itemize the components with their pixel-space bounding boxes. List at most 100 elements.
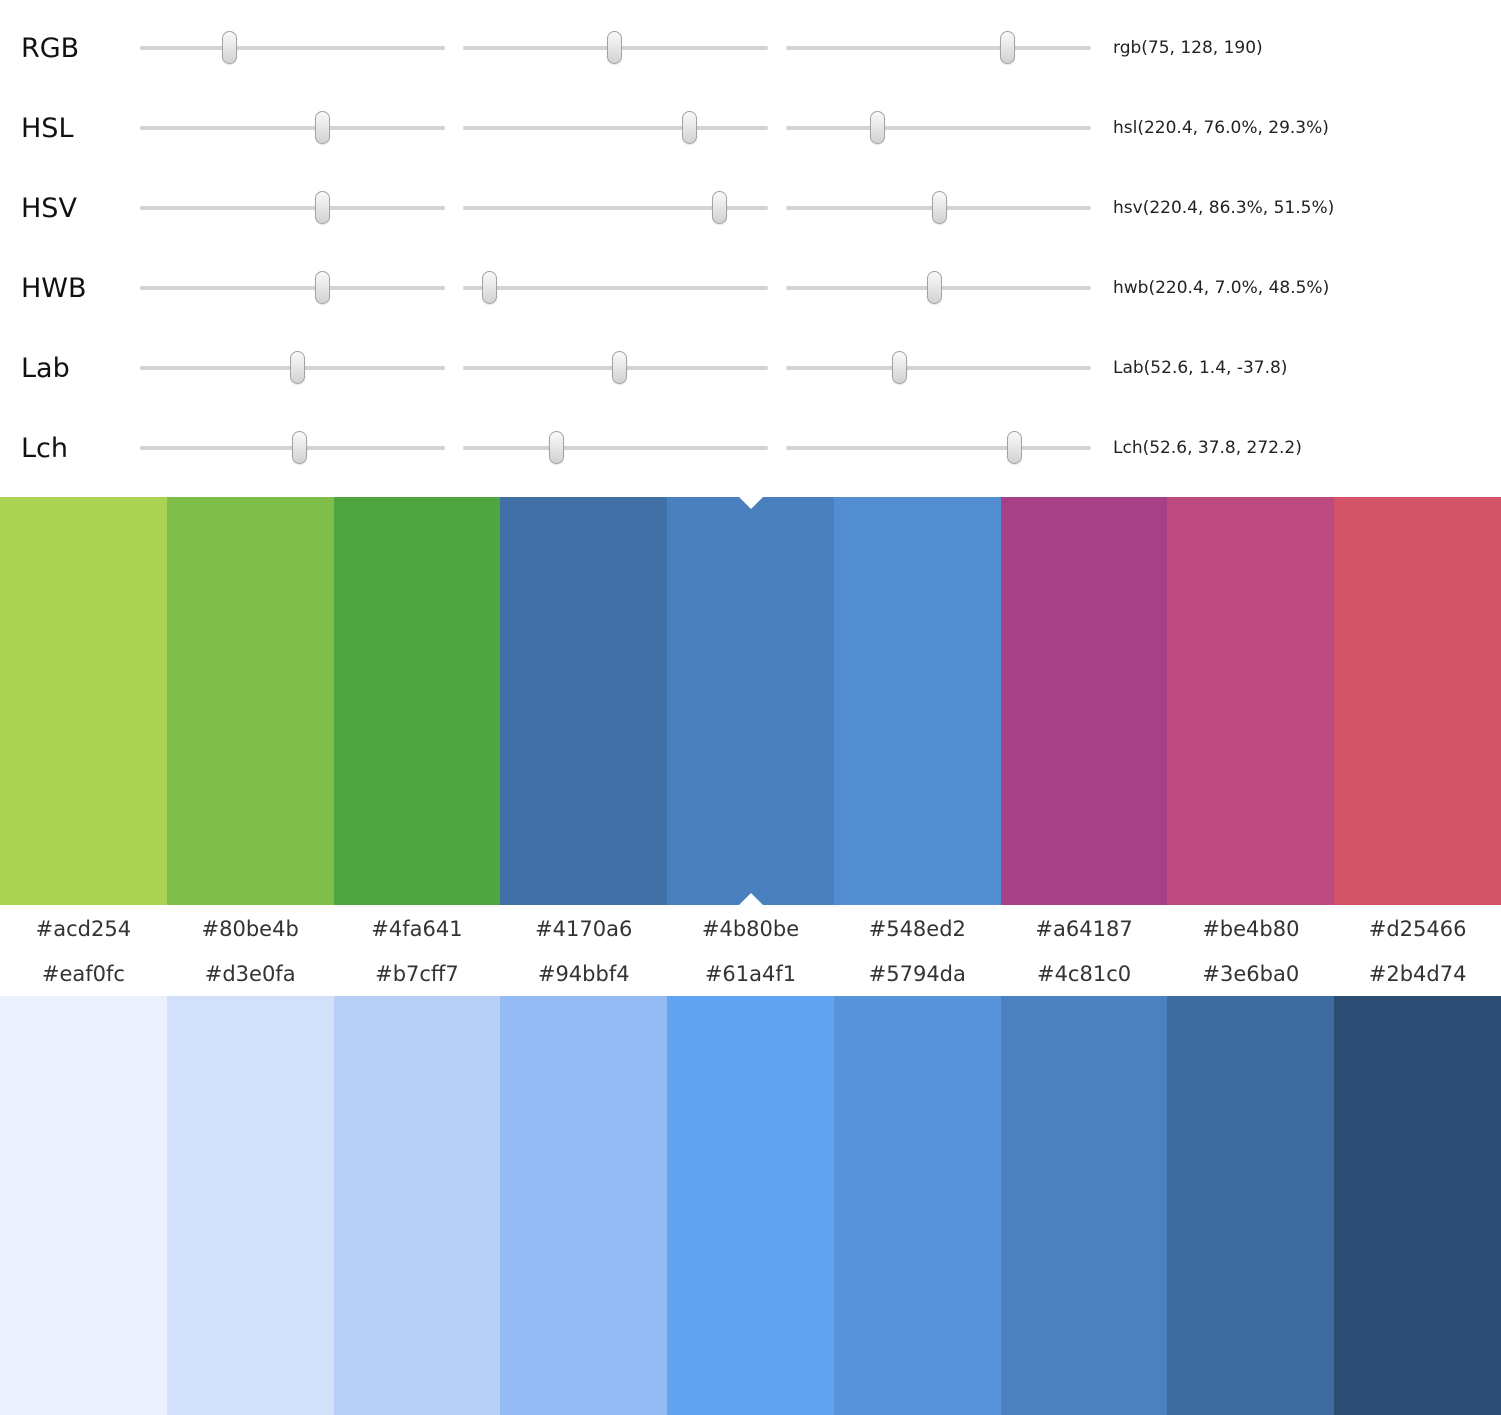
channel-slider[interactable] [463,351,768,385]
channel-slider[interactable] [786,191,1091,225]
slider-thumb[interactable] [1007,431,1023,464]
slider-track[interactable] [140,46,445,50]
slider-thumb[interactable] [892,351,908,384]
color-value-text: hsl(220.4, 76.0%, 29.3%) [1113,118,1329,138]
colorspace-label: Lch [21,432,68,464]
color-value-text: hsv(220.4, 86.3%, 51.5%) [1113,198,1335,218]
hex-label: #d25466 [1368,916,1467,941]
channel-slider[interactable] [140,271,445,305]
hex-label: #4170a6 [535,916,633,941]
channel-slider[interactable] [140,31,445,65]
channel-slider[interactable] [463,191,768,225]
hex-label: #acd254 [35,916,132,941]
channel-slider[interactable] [463,271,768,305]
slider-row: Lab Lab(52.6, 1.4, -37.8) [0,328,1501,408]
channel-slider[interactable] [463,31,768,65]
slider-track[interactable] [786,446,1091,450]
color-swatch[interactable] [166,996,334,1415]
channel-slider[interactable] [140,191,445,225]
hex-label: #5794da [868,962,966,986]
hex-label: #be4b80 [1202,916,1300,941]
slider-thumb[interactable] [870,111,886,144]
slider-thumb[interactable] [612,351,628,384]
channel-slider[interactable] [140,431,445,465]
color-value-text: rgb(75, 128, 190) [1113,38,1263,58]
slider-thumb[interactable] [482,271,498,304]
color-swatch[interactable] [1000,996,1168,1415]
slider-track[interactable] [463,126,768,130]
color-swatch[interactable] [667,996,834,1415]
hex-label: #b7cff7 [375,962,459,986]
slider-thumb[interactable] [548,431,564,464]
slider-thumb[interactable] [292,431,308,464]
slider-row: HWB hwb(220.4, 7.0%, 48.5%) [0,248,1501,328]
slider-track[interactable] [140,286,445,290]
hex-labels-bottom: #eaf0fc #d3e0fa #b7cff7 #94bbf4 #61a4f1 #5794… [0,952,1501,996]
slider-thumb[interactable] [289,351,305,384]
colorspace-label: Lab [21,352,70,384]
colorspace-label: HSV [21,192,77,224]
color-swatch[interactable] [833,996,1001,1415]
channel-slider[interactable] [463,111,768,145]
slider-thumb[interactable] [681,111,697,144]
channel-sliders [140,191,1091,225]
channel-slider[interactable] [786,271,1091,305]
channel-sliders [140,271,1091,305]
color-swatch[interactable] [166,497,334,905]
color-swatch[interactable] [333,497,501,905]
slider-track[interactable] [140,126,445,130]
slider-thumb[interactable] [315,191,330,224]
hex-label: #548ed2 [868,916,966,941]
color-swatch[interactable] [833,497,1001,905]
slider-track[interactable] [786,126,1091,130]
slider-track[interactable] [463,446,768,450]
hex-label: #a64187 [1035,916,1133,941]
slider-row: RGB rgb(75, 128, 190) [0,8,1501,88]
color-swatch[interactable] [667,497,834,905]
color-swatch[interactable] [1000,497,1168,905]
color-swatch[interactable] [1167,996,1335,1415]
slider-thumb[interactable] [927,271,943,304]
channel-slider[interactable] [786,111,1091,145]
hex-label: #3e6ba0 [1202,962,1300,986]
color-swatch[interactable] [500,497,668,905]
colorspace-label: HWB [21,272,87,304]
channel-slider[interactable] [140,111,445,145]
slider-track[interactable] [463,286,768,290]
slider-thumb[interactable] [315,111,330,144]
channel-sliders [140,111,1091,145]
color-swatch[interactable] [1334,497,1501,905]
color-swatch[interactable] [0,497,167,905]
channel-sliders [140,351,1091,385]
slider-thumb[interactable] [315,271,330,304]
slider-track[interactable] [786,46,1091,50]
color-swatch[interactable] [500,996,668,1415]
channel-slider[interactable] [786,351,1091,385]
slider-track[interactable] [463,206,768,210]
channel-slider[interactable] [786,31,1091,65]
palette-bottom [0,996,1501,1415]
hex-label: #4b80be [701,916,800,941]
slider-thumb[interactable] [1000,31,1016,64]
slider-thumb[interactable] [221,31,237,64]
channel-slider[interactable] [786,431,1091,465]
slider-row: Lch Lch(52.6, 37.8, 272.2) [0,408,1501,488]
channel-slider[interactable] [140,351,445,385]
palette-top [0,497,1501,905]
slider-row: HSL hsl(220.4, 76.0%, 29.3%) [0,88,1501,168]
hex-label: #2b4d74 [1368,962,1467,986]
slider-track[interactable] [140,206,445,210]
color-swatch[interactable] [0,996,167,1415]
color-swatch[interactable] [333,996,501,1415]
slider-thumb[interactable] [932,191,948,224]
color-swatch[interactable] [1167,497,1335,905]
channel-sliders [140,31,1091,65]
slider-track[interactable] [786,366,1091,370]
color-swatch[interactable] [1334,996,1501,1415]
slider-thumb[interactable] [712,191,728,224]
selection-notch-top-icon [738,497,763,509]
color-value-text: hwb(220.4, 7.0%, 48.5%) [1113,278,1330,298]
channel-slider[interactable] [463,431,768,465]
slider-thumb[interactable] [606,31,622,64]
color-value-text: Lab(52.6, 1.4, -37.8) [1113,358,1288,378]
